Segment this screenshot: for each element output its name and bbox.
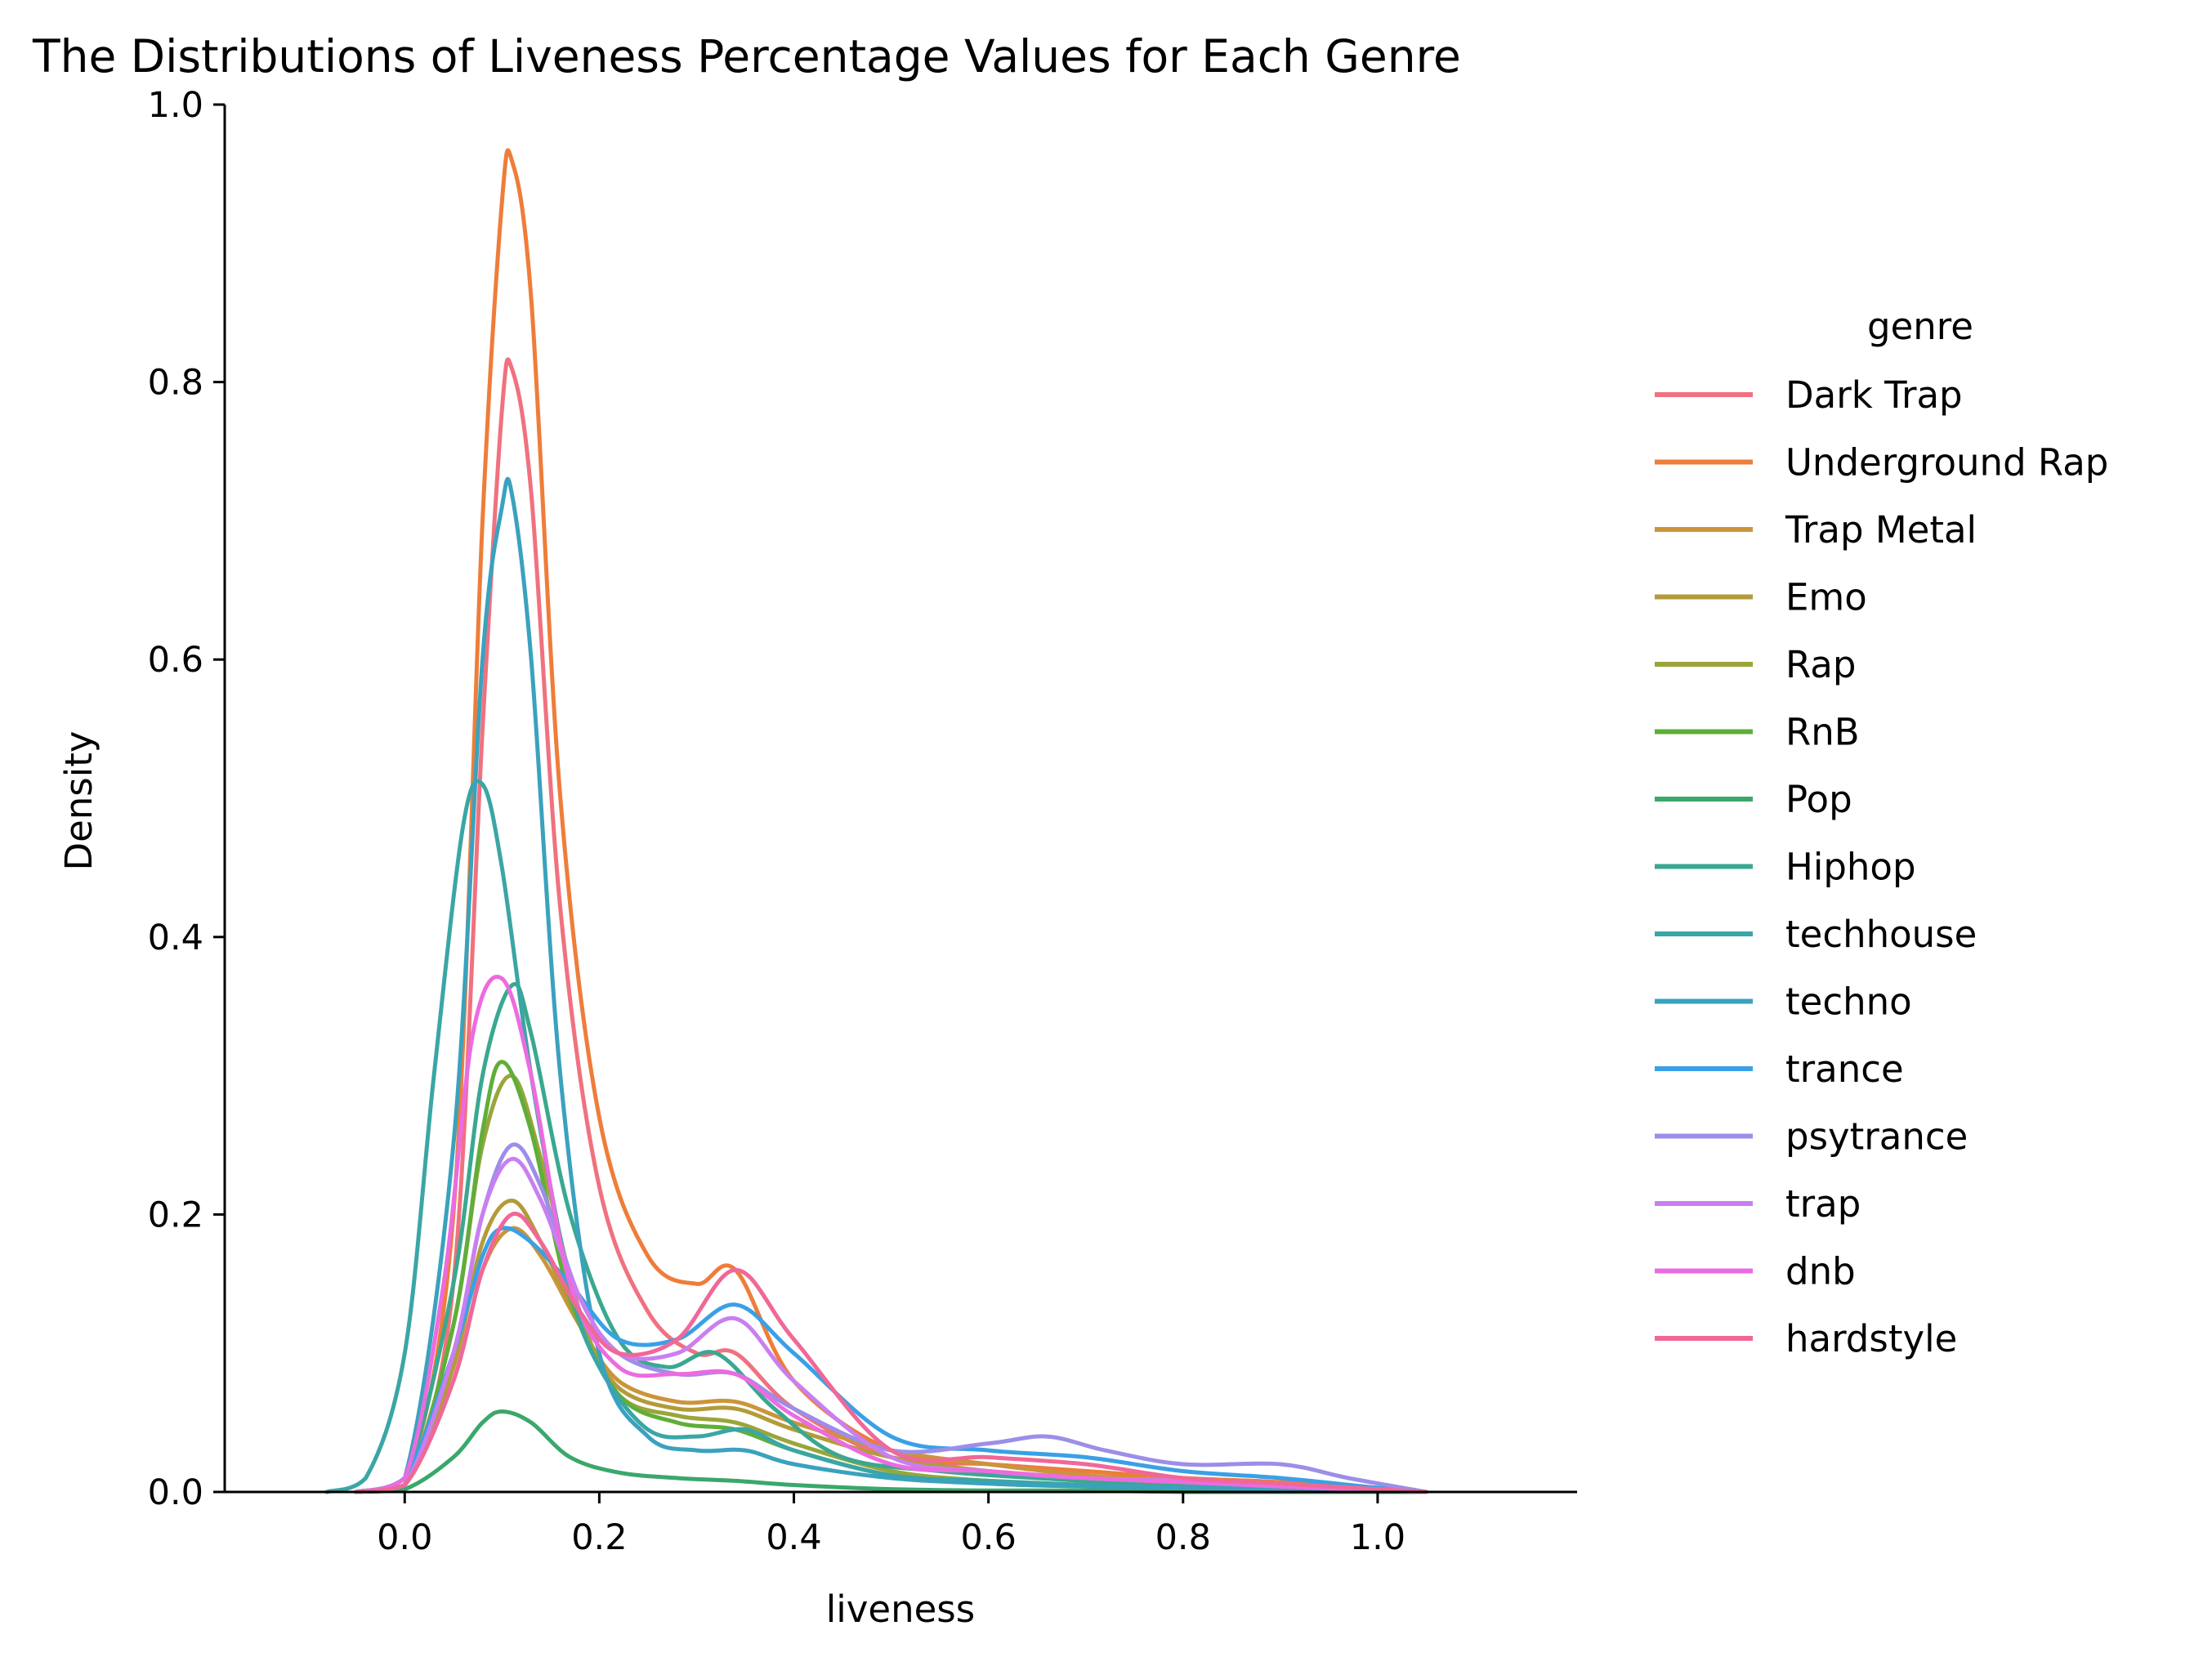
x-tick-label: 0.0 — [377, 1517, 432, 1558]
y-tick-label: 0.4 — [148, 918, 203, 958]
density-curves — [324, 148, 1428, 1494]
x-tick-label: 0.8 — [1155, 1517, 1211, 1558]
legend: genre Dark Trap Underground Rap Trap Metal… — [1655, 305, 2108, 1360]
legend-label-rnb: RnB — [1785, 711, 1860, 754]
series-line-trance — [354, 1226, 1428, 1494]
legend-label-techno: techno — [1785, 980, 1912, 1024]
legend-title: genre — [1867, 305, 1973, 348]
series-line-hiphop — [354, 982, 1428, 1494]
x-tick-label: 0.4 — [766, 1517, 821, 1558]
legend-label-hardstyle: hardstyle — [1785, 1317, 1957, 1360]
legend-label-psytrance: psytrance — [1785, 1115, 1968, 1159]
y-axis-ticks: 0.0 0.2 0.4 0.6 0.8 1.0 — [148, 85, 225, 1513]
x-tick-label: 0.2 — [571, 1517, 627, 1558]
y-tick-label: 0.8 — [148, 363, 203, 404]
x-axis-ticks: 0.0 0.2 0.4 0.6 0.8 1.0 — [377, 1492, 1405, 1558]
chart-title: The Distributions of Liveness Percentage… — [32, 30, 1461, 83]
legend-label-emo: Emo — [1785, 576, 1867, 619]
x-axis-label: liveness — [826, 1588, 975, 1631]
x-tick-label: 1.0 — [1350, 1517, 1405, 1558]
legend-label-dark-trap: Dark Trap — [1785, 373, 1963, 417]
series-line-underground-rap — [354, 148, 1428, 1494]
legend-label-trap: trap — [1785, 1182, 1861, 1226]
x-tick-label: 0.6 — [960, 1517, 1016, 1558]
legend-label-pop: Pop — [1785, 778, 1852, 821]
series-line-hardstyle — [354, 1211, 1428, 1494]
legend-items: Dark Trap Underground Rap Trap Metal Emo Rap… — [1655, 373, 2108, 1360]
y-axis-label: Density — [57, 730, 101, 870]
legend-label-techhouse: techhouse — [1785, 913, 1977, 956]
legend-label-rap: Rap — [1785, 643, 1856, 686]
y-tick-label: 0.6 — [148, 640, 203, 681]
series-line-dnb — [354, 975, 1428, 1494]
y-tick-label: 0.0 — [148, 1472, 203, 1513]
legend-label-dnb: dnb — [1785, 1250, 1856, 1293]
legend-label-underground-rap: Underground Rap — [1785, 441, 2108, 485]
legend-label-trap-metal: Trap Metal — [1785, 508, 1977, 552]
y-tick-label: 1.0 — [148, 85, 203, 126]
legend-label-hiphop: Hiphop — [1785, 846, 1916, 889]
legend-label-trance: trance — [1785, 1047, 1904, 1091]
y-tick-label: 0.2 — [148, 1195, 203, 1235]
series-line-techno — [354, 476, 1428, 1494]
